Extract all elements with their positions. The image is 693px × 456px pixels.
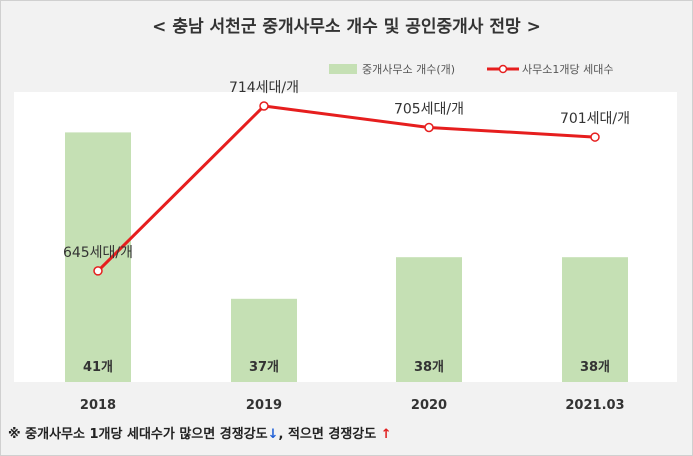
- x-tick-2021.03: 2021.03: [565, 398, 624, 413]
- line-label-2020: 705세대/개: [394, 102, 464, 118]
- bar-2018: [65, 132, 131, 382]
- bar-2020: [396, 257, 462, 382]
- line-marker-2018: [93, 266, 103, 276]
- x-tick-2020: 2020: [411, 398, 447, 413]
- legend-line-marker: [498, 64, 508, 74]
- legend: 중개사무소 개수(개) 사무소1개당 세대수: [329, 63, 613, 76]
- footnote-text-middle: , 적으면 경쟁강도: [278, 427, 377, 442]
- line-label-2021.03: 701세대/개: [560, 111, 630, 127]
- line-label-2019: 714세대/개: [229, 80, 299, 96]
- down-arrow-icon: ↓: [267, 427, 279, 442]
- line-label-2018: 645세대/개: [63, 245, 133, 261]
- bar-2021.03: [562, 257, 628, 382]
- line-marker-2021.03: [590, 132, 600, 142]
- bar-label-2018: 41개: [83, 360, 113, 375]
- x-tick-2019: 2019: [246, 398, 282, 413]
- bar-label-2019: 37개: [249, 360, 279, 375]
- bar-2019: [231, 298, 297, 382]
- x-tick-2018: 2018: [80, 398, 116, 413]
- footnote-text: ※ 중개사무소 1개당 세대수가 많으면 경쟁강도: [8, 427, 268, 442]
- footnote: ※ 중개사무소 1개당 세대수가 많으면 경쟁강도↓, 적으면 경쟁강도 ↑: [8, 423, 392, 442]
- line-marker-2020: [424, 122, 434, 133]
- legend-line-label: 사무소1개당 세대수: [522, 63, 613, 76]
- bar-label-2020: 38개: [414, 360, 444, 375]
- chart-title: < 충남 서천군 중개사무소 개수 및 공인중개사 전망 >: [152, 17, 541, 37]
- legend-bar-swatch: [329, 64, 357, 74]
- line-marker-2019: [259, 101, 269, 111]
- households-line: [96, 104, 596, 272]
- legend-bar-label: 중개사무소 개수(개): [362, 63, 455, 76]
- bar-label-2021.03: 38개: [580, 360, 610, 375]
- up-arrow-icon: ↑: [380, 427, 392, 442]
